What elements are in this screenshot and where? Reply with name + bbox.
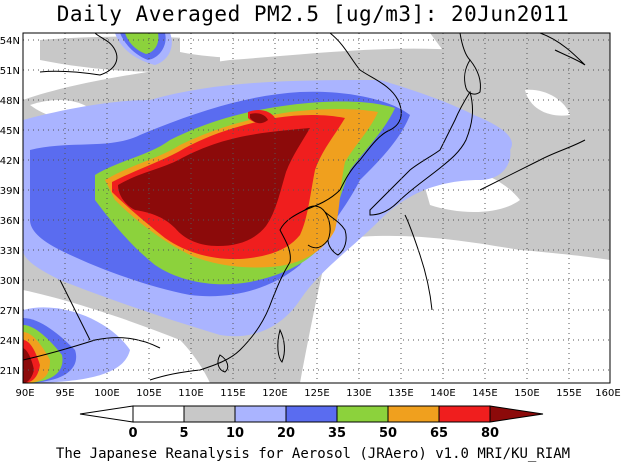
x-tick-label: 110E: [178, 388, 203, 399]
map-frame: [22, 32, 611, 384]
colorbar-segment: [132, 405, 185, 423]
x-tick-label: 130E: [346, 388, 371, 399]
x-tick-label: 140E: [430, 388, 455, 399]
x-axis-labels: 90E 95E 100E 105E 110E 115E 120E 125E 13…: [15, 388, 620, 399]
colorbar-label: 65: [430, 426, 448, 441]
y-axis-labels: 54N 51N 48N 45N 42N 39N 36N 33N 30N 27N …: [0, 36, 20, 377]
y-tick-label: 30N: [0, 276, 20, 287]
colorbar-label: 20: [277, 426, 295, 441]
gridlines: [23, 33, 610, 383]
colorbar-label: 80: [481, 426, 499, 441]
colorbar-segment: [183, 405, 236, 423]
x-tick-label: 150E: [514, 388, 539, 399]
x-tick-label: 160E: [595, 388, 620, 399]
colorbar-label: 5: [179, 426, 188, 441]
y-tick-label: 33N: [0, 246, 20, 257]
pm25-field: [23, 33, 610, 383]
y-tick-label: 45N: [0, 126, 20, 137]
y-tick-label: 54N: [0, 36, 20, 47]
colorbar-segment: [336, 405, 389, 423]
colorbar-label: 35: [328, 426, 346, 441]
x-tick-label: 120E: [262, 388, 287, 399]
y-tick-label: 48N: [0, 96, 20, 107]
y-tick-label: 36N: [0, 216, 20, 227]
colorbar: 0 5 10 20 35 50 65 80: [79, 405, 544, 441]
x-tick-label: 145E: [472, 388, 497, 399]
y-tick-label: 42N: [0, 156, 20, 167]
y-tick-label: 27N: [0, 306, 20, 317]
x-tick-label: 100E: [94, 388, 119, 399]
x-tick-label: 155E: [556, 388, 581, 399]
x-tick-label: 95E: [55, 388, 74, 399]
colorbar-segment: [438, 405, 491, 423]
colorbar-label: 0: [128, 426, 137, 441]
y-tick-label: 39N: [0, 186, 20, 197]
y-tick-label: 24N: [0, 336, 20, 347]
y-tick-label: 21N: [0, 366, 20, 377]
colorbar-segment: [234, 405, 287, 423]
x-tick-label: 105E: [136, 388, 161, 399]
x-tick-label: 125E: [304, 388, 329, 399]
footer-credit: The Japanese Reanalysis for Aerosol (JRA…: [55, 446, 571, 462]
colorbar-label: 10: [226, 426, 244, 441]
colorbar-high-arrow: [489, 405, 544, 423]
x-tick-label: 135E: [388, 388, 413, 399]
colorbar-segment: [285, 405, 338, 423]
level-80-fill: [23, 113, 310, 383]
y-tick-label: 51N: [0, 66, 20, 77]
colorbar-label: 50: [379, 426, 397, 441]
colorbar-segment: [387, 405, 440, 423]
colorbar-low-arrow: [79, 405, 134, 423]
chart-title: Daily Averaged PM2.5 [ug/m3]: 20Jun2011: [56, 2, 570, 26]
x-tick-label: 115E: [220, 388, 245, 399]
x-tick-label: 90E: [15, 388, 34, 399]
